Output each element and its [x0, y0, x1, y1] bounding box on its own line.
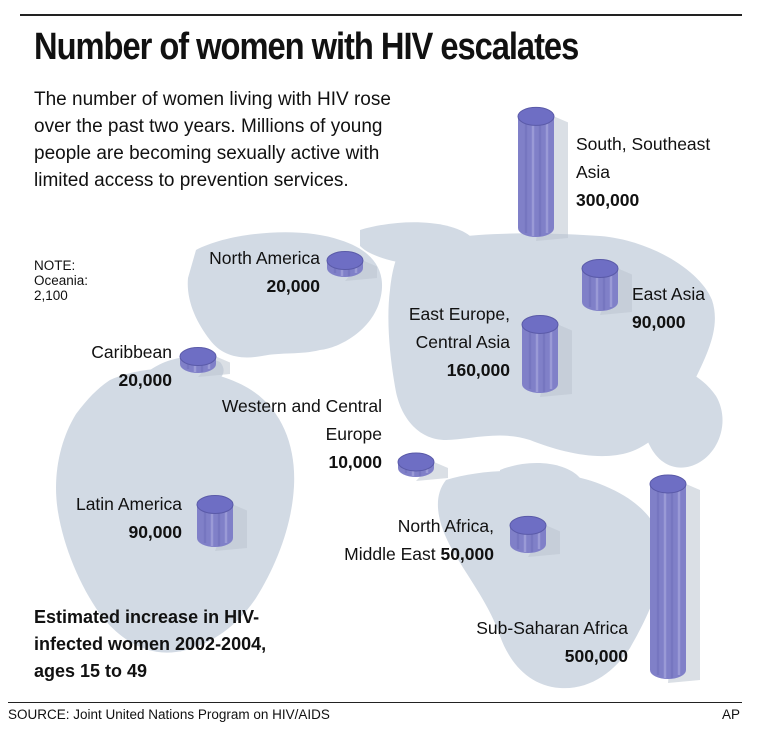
chart-title: Number of women with HIV escalates — [34, 26, 579, 68]
region-name: North America — [209, 248, 320, 268]
region-value: 500,000 — [564, 646, 628, 666]
region-value: 10,000 — [328, 452, 382, 472]
ap-credit: AP — [721, 707, 740, 722]
cylinder-bar-east-europe-central-asia — [521, 314, 572, 397]
region-name: South, Southeast Asia — [576, 134, 711, 182]
region-value: 50,000 — [440, 544, 494, 564]
region-name-part: North Africa, — [397, 516, 494, 536]
region-name: East Europe, Central Asia — [408, 304, 510, 352]
note-region: Oceania: — [34, 273, 89, 288]
region-value: 20,000 — [266, 276, 320, 296]
region-value: 300,000 — [576, 190, 640, 210]
region-name: East Asia — [632, 284, 705, 304]
top-rule — [20, 14, 742, 16]
label-north-africa-middle-east: North Africa, Middle East 50,000 — [300, 512, 494, 568]
chart-caption: Estimated increase in HIV- infected wome… — [34, 604, 266, 685]
region-name-part: Middle East — [344, 544, 436, 564]
region-value: 90,000 — [128, 522, 182, 542]
intro-line: limited access to prevention services. — [34, 170, 349, 191]
cylinder-bar-east-asia — [581, 259, 632, 315]
label-south-southeast-asia: South, Southeast Asia 300,000 — [576, 130, 726, 214]
region-name: Western and Central Europe — [221, 396, 382, 444]
cylinder-bar-north-africa-middle-east — [509, 515, 560, 557]
region-value: 160,000 — [446, 360, 510, 380]
region-name: Caribbean — [91, 342, 172, 362]
label-east-europe-central-asia: East Europe, Central Asia 160,000 — [360, 300, 510, 384]
cylinder-bar-north-america — [326, 251, 377, 281]
bottom-rule — [8, 702, 742, 703]
note-label: NOTE: — [34, 258, 76, 273]
oceania-note: NOTE: Oceania: 2,100 — [34, 258, 88, 303]
label-caribbean: Caribbean 20,000 — [56, 338, 172, 394]
label-latin-america: Latin America 90,000 — [28, 490, 182, 546]
intro-line: The number of women living with HIV rose — [34, 89, 391, 110]
region-value: 20,000 — [118, 370, 172, 390]
cylinder-bar-western-and-central-europe — [397, 452, 448, 481]
region-value: 90,000 — [632, 312, 686, 332]
region-name-line2: Middle East 50,000 — [300, 540, 494, 568]
label-western-central-europe: Western and Central Europe 10,000 — [210, 392, 382, 476]
label-east-asia: East Asia 90,000 — [632, 280, 705, 336]
source-credit: SOURCE: Joint United Nations Program on … — [8, 707, 330, 722]
note-value: 2,100 — [34, 288, 68, 303]
intro-line: over the past two years. Millions of you… — [34, 116, 383, 137]
label-north-america: North America 20,000 — [168, 244, 320, 300]
region-name: Latin America — [75, 494, 182, 514]
caption-line: ages 15 to 49 — [34, 661, 148, 681]
cylinder-bar-sub-saharan-africa — [649, 474, 700, 683]
intro-text: The number of women living with HIV rose… — [34, 86, 514, 194]
label-sub-saharan-africa: Sub-Saharan Africa 500,000 — [420, 614, 628, 670]
region-name-line1: North Africa, — [300, 512, 494, 540]
caption-line: Estimated increase in HIV- — [34, 607, 260, 627]
cylinder-bar-south-southeast-asia — [517, 106, 568, 241]
cylinder-bar-caribbean — [179, 347, 230, 377]
region-name: Sub-Saharan Africa — [476, 618, 628, 638]
caption-line: infected women 2002-2004, — [34, 634, 267, 654]
intro-line: people are becoming sexually active with — [34, 143, 380, 164]
cylinder-bar-latin-america — [196, 495, 247, 551]
